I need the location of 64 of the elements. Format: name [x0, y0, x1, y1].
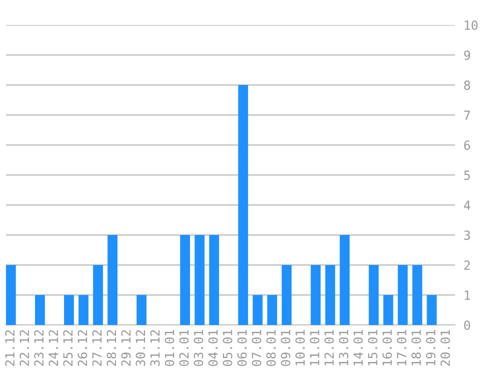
- x-tick-label: 31.12: [150, 330, 160, 366]
- y-tick-label: 7: [464, 110, 470, 120]
- x-tick-label: 22.12: [20, 330, 29, 366]
- bar: [282, 265, 292, 325]
- x-tick-label: 13.01: [338, 330, 348, 366]
- bar: [398, 265, 408, 325]
- y-tick-label: 1: [464, 290, 470, 300]
- bar: [252, 295, 263, 325]
- bar: [64, 295, 74, 325]
- x-tick-label: 27.12: [92, 330, 102, 366]
- bar: [194, 235, 205, 325]
- x-tick-label: 25.12: [63, 330, 73, 366]
- bar: [426, 295, 437, 325]
- bar: [6, 265, 16, 325]
- x-tick-label: 12.01: [324, 330, 334, 366]
- x-tick-label: 15.01: [368, 330, 378, 366]
- bar: [238, 85, 248, 325]
- bar: [93, 265, 103, 325]
- y-tick-label: 2: [464, 260, 470, 270]
- x-tick-label: 28.12: [106, 330, 116, 366]
- x-tick-label: 16.01: [382, 330, 392, 366]
- x-tick-label: 02.01: [179, 330, 189, 366]
- x-tick-label: 05.01: [222, 330, 232, 366]
- bar: [310, 265, 321, 325]
- x-tick-label: 07.01: [252, 330, 262, 366]
- x-tick-label: 09.01: [280, 330, 290, 366]
- bar: [209, 235, 220, 325]
- x-tick-label: 14.01: [353, 330, 363, 366]
- x-tick-label: 20.01: [440, 330, 450, 366]
- x-tick-label: 04.01: [208, 330, 218, 366]
- x-tick-label: 06.01: [237, 330, 247, 366]
- y-tick-label: 0: [464, 320, 470, 330]
- y-tick-label: 5: [464, 170, 470, 180]
- x-tick-label: 30.12: [136, 330, 146, 366]
- bar: [412, 265, 422, 325]
- x-tick-label: 10.01: [295, 330, 305, 366]
- bar: [136, 295, 146, 325]
- bar: [383, 295, 394, 325]
- x-tick-label: 03.01: [194, 330, 204, 366]
- x-tick-label: 18.01: [411, 330, 421, 366]
- y-tick-label: 9: [464, 50, 470, 60]
- x-tick-label: 29.12: [121, 330, 131, 366]
- bar: [340, 235, 350, 325]
- y-tick-label: 8: [464, 80, 470, 90]
- x-tick-label: 23.12: [34, 330, 44, 366]
- y-tick-label: 10: [464, 20, 478, 30]
- bar: [180, 235, 190, 325]
- bar: [368, 265, 379, 325]
- x-tick-label: 21.12: [5, 330, 14, 366]
- bar: [325, 265, 336, 325]
- bar: [35, 295, 45, 325]
- y-tick-label: 3: [464, 230, 470, 240]
- x-tick-label: 17.01: [396, 330, 406, 366]
- y-tick-label: 6: [464, 140, 470, 150]
- x-tick-label: 08.01: [266, 330, 276, 366]
- bar: [267, 295, 278, 325]
- x-tick-label: 19.01: [426, 330, 436, 366]
- bar: [108, 235, 118, 325]
- x-tick-label: 24.12: [48, 330, 58, 366]
- x-tick-label: 01.01: [164, 330, 174, 366]
- x-tick-label: 26.12: [78, 330, 88, 366]
- y-tick-label: 4: [464, 200, 470, 210]
- x-tick-label: 11.01: [310, 330, 320, 366]
- bar: [78, 295, 88, 325]
